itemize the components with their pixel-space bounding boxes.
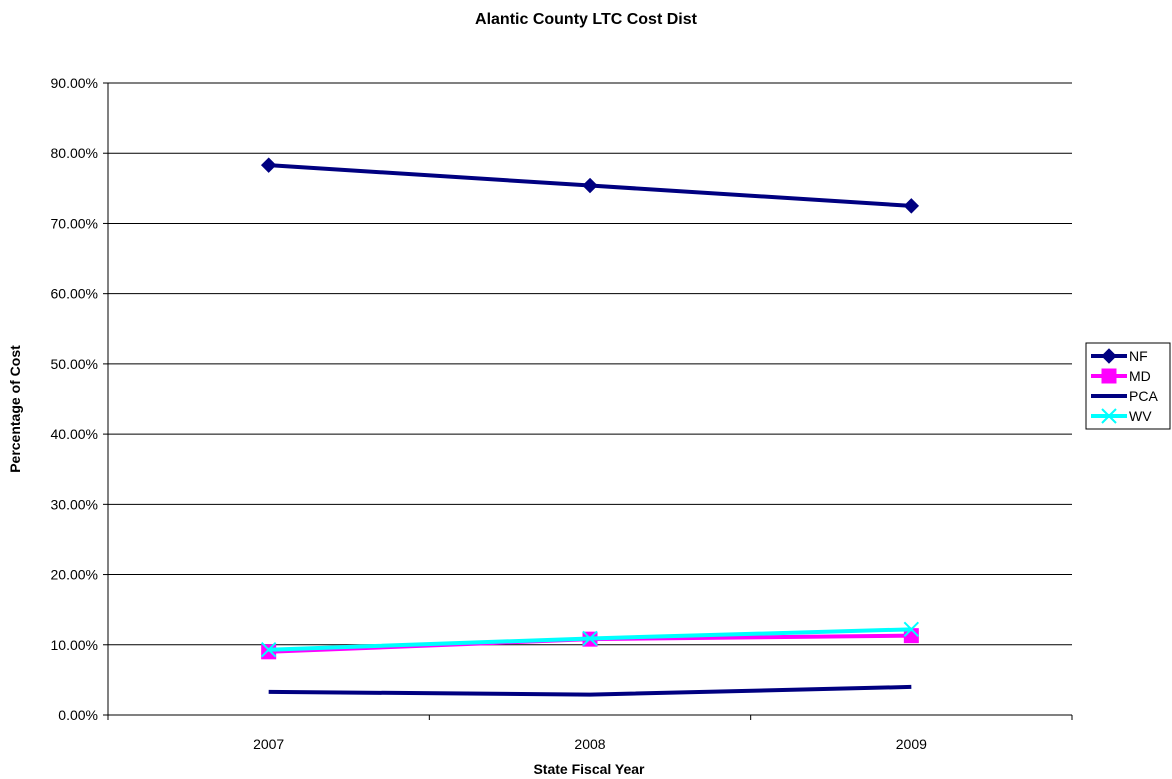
marker-stroke xyxy=(260,641,277,658)
marker-stroke xyxy=(903,621,920,638)
chart-title: Alantic County LTC Cost Dist xyxy=(475,11,698,28)
data-point-nf xyxy=(260,157,277,173)
marker-stroke xyxy=(582,630,598,647)
x-tick-label: 2009 xyxy=(896,736,927,752)
legend: NF MD PCA WV xyxy=(1085,342,1171,430)
data-point-md xyxy=(261,644,277,660)
data-point-nf xyxy=(903,198,920,214)
x-tick-label: 2008 xyxy=(574,736,605,752)
x-axis-title: State Fiscal Year xyxy=(533,761,645,777)
legend-item-pca: PCA xyxy=(1091,388,1158,404)
y-tick-label: 30.00% xyxy=(51,496,98,512)
series-group xyxy=(260,157,920,697)
legend-label-md: MD xyxy=(1129,368,1151,384)
y-tick-label: 50.00% xyxy=(51,356,98,372)
y-tick-labels: 0.00% 10.00% 20.00% 30.00% 40.00% 50.00% 60.00… xyxy=(51,75,98,723)
legend-item-md: MD xyxy=(1091,368,1151,384)
data-point-wv xyxy=(582,630,598,647)
y-axis-title: Percentage of Cost xyxy=(7,345,23,473)
x-tick-label: 2007 xyxy=(253,736,284,752)
legend-item-wv: WV xyxy=(1091,408,1152,424)
marker-stroke xyxy=(1101,408,1117,424)
gridlines xyxy=(108,82,1072,646)
legend-label-wv: WV xyxy=(1129,408,1152,424)
data-point-wv xyxy=(260,641,277,658)
y-tick-label: 10.00% xyxy=(51,637,98,653)
y-tick-label: 80.00% xyxy=(51,145,98,161)
legend-item-nf: NF xyxy=(1091,348,1148,364)
y-tick-label: 90.00% xyxy=(51,75,98,91)
y-tick-label: 0.00% xyxy=(58,707,98,723)
y-tick-label: 60.00% xyxy=(51,286,98,302)
legend-label-nf: NF xyxy=(1129,348,1148,364)
data-point-wv xyxy=(903,621,920,638)
y-tick-label: 70.00% xyxy=(51,215,98,231)
series-line-pca xyxy=(268,684,912,697)
axes xyxy=(103,82,1073,720)
legend-marker-wv xyxy=(1101,408,1117,424)
series-nf xyxy=(260,157,920,214)
x-tick-labels: 2007 2008 2009 xyxy=(253,736,927,752)
data-point-nf xyxy=(582,177,598,194)
legend-label-pca: PCA xyxy=(1129,388,1158,404)
legend-marker-nf xyxy=(1101,348,1117,364)
series-wv xyxy=(260,621,920,658)
legend-marker-md xyxy=(1101,368,1117,384)
y-tick-label: 40.00% xyxy=(51,426,98,442)
series-pca xyxy=(268,684,912,697)
y-tick-label: 20.00% xyxy=(51,567,98,583)
